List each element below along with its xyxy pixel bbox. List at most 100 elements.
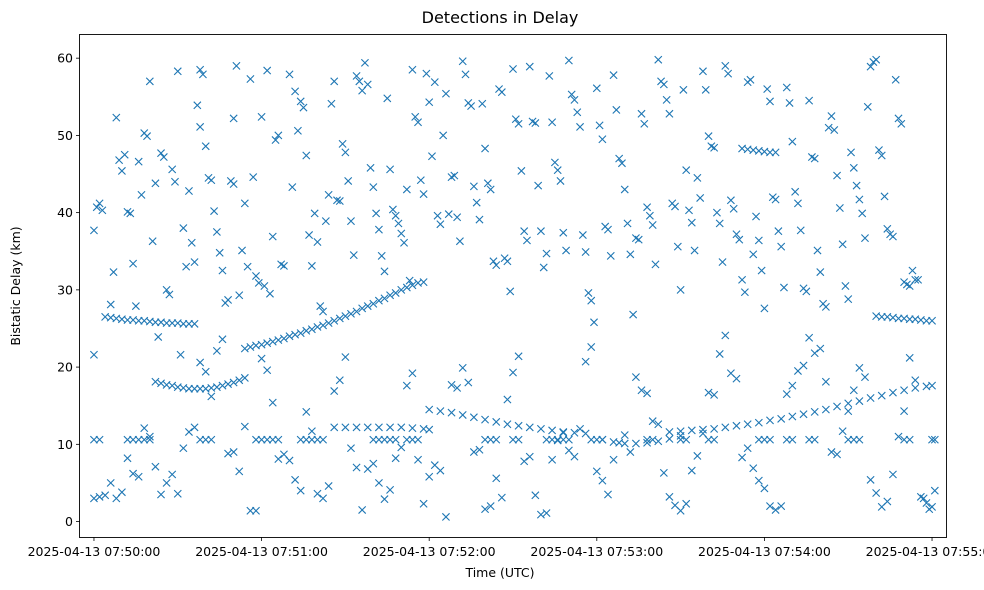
x-axis-label: Time (UTC)	[464, 565, 534, 580]
data-point-band-10.6	[89, 435, 98, 444]
data-point	[693, 173, 702, 182]
data-point	[860, 234, 869, 243]
data-point-track-a	[123, 315, 132, 324]
data-point-track-g	[732, 421, 741, 430]
data-point	[372, 209, 381, 218]
data-point	[779, 283, 788, 292]
data-point	[436, 220, 445, 229]
data-point	[279, 261, 288, 270]
data-point-band-10.6	[564, 435, 573, 444]
data-point	[416, 176, 425, 185]
data-point-track-d	[374, 423, 383, 432]
data-point	[874, 146, 883, 155]
data-point	[738, 275, 747, 284]
data-point	[570, 452, 579, 461]
data-point	[685, 206, 693, 215]
data-point-track-g	[710, 424, 719, 433]
data-point-band-10.6	[766, 435, 774, 444]
data-point	[710, 390, 719, 399]
data-point-track-a	[151, 318, 160, 327]
data-point	[682, 166, 691, 175]
data-point	[620, 185, 629, 194]
data-point-track-e	[469, 413, 478, 422]
data-point	[341, 353, 350, 362]
data-point-track-h	[771, 148, 780, 157]
data-point-track-g	[888, 388, 897, 397]
data-point-band-10.6	[930, 435, 939, 444]
data-point	[802, 287, 811, 296]
data-point	[486, 502, 495, 511]
data-point	[333, 196, 341, 205]
data-point	[740, 288, 749, 297]
data-point	[263, 366, 272, 375]
data-point	[263, 66, 272, 75]
data-point-band-10.6	[134, 435, 143, 444]
data-point-track-c	[279, 334, 288, 343]
data-point	[830, 126, 839, 134]
data-point-track-c	[419, 278, 428, 287]
data-point	[305, 231, 314, 240]
data-point	[637, 386, 646, 395]
data-point	[788, 381, 797, 390]
data-point	[481, 144, 490, 153]
data-point	[715, 349, 724, 358]
data-point	[732, 230, 741, 239]
data-point	[360, 58, 369, 67]
data-point	[676, 506, 685, 515]
data-point	[377, 251, 386, 260]
data-point	[799, 361, 808, 370]
data-point	[805, 96, 814, 105]
data-point	[760, 484, 769, 493]
data-point-track-c	[319, 321, 328, 330]
data-point	[201, 142, 210, 151]
data-point	[296, 486, 305, 495]
data-point	[254, 278, 263, 287]
data-point-track-i	[905, 315, 914, 324]
data-point-track-g	[928, 381, 937, 390]
data-point	[877, 151, 886, 160]
data-point-track-b	[240, 373, 249, 382]
data-point	[469, 182, 478, 191]
data-point	[271, 136, 280, 145]
data-point-band-10.6	[380, 435, 389, 444]
data-point	[914, 275, 923, 284]
data-point	[662, 95, 671, 104]
data-point-band-10.6	[643, 435, 652, 444]
data-point	[559, 428, 568, 437]
data-point	[576, 122, 585, 131]
data-point	[106, 300, 115, 309]
data-point-track-e	[570, 428, 579, 437]
data-point	[299, 103, 308, 112]
data-point	[117, 488, 126, 497]
data-point	[229, 114, 238, 123]
data-point	[238, 246, 247, 255]
data-point-track-g	[754, 418, 763, 427]
data-point-track-b	[151, 377, 160, 386]
data-point-track-c	[369, 299, 378, 308]
data-point	[559, 228, 568, 237]
data-point	[162, 478, 171, 487]
data-point	[793, 199, 802, 208]
data-point-track-d	[408, 424, 417, 433]
data-point	[754, 476, 763, 485]
data-point	[562, 246, 571, 255]
data-point	[330, 387, 339, 396]
data-point	[402, 185, 411, 194]
data-point	[785, 98, 794, 107]
data-point	[509, 368, 517, 377]
data-point	[746, 75, 755, 84]
data-point	[408, 369, 417, 378]
data-point	[634, 235, 643, 244]
data-point	[763, 85, 772, 94]
data-point-track-d	[363, 423, 372, 432]
data-point-band-10.6	[123, 435, 132, 444]
data-point	[866, 62, 875, 71]
data-point-track-c	[374, 296, 383, 305]
data-point	[352, 71, 361, 80]
data-point	[187, 238, 196, 247]
data-point-band-10.6	[754, 435, 763, 444]
data-point	[224, 449, 233, 458]
data-point-track-e	[503, 420, 512, 429]
data-point	[648, 417, 657, 426]
data-point-track-d	[330, 423, 339, 432]
